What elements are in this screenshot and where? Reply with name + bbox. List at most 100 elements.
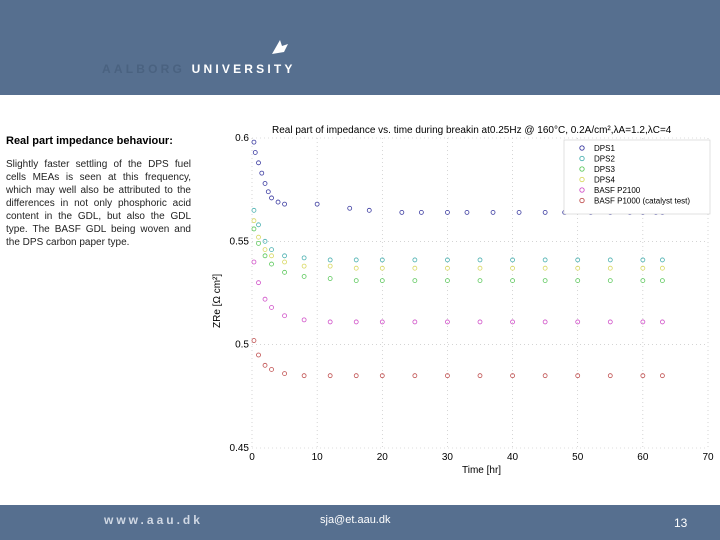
- data-point-5: [282, 371, 287, 377]
- data-point-0: [252, 150, 258, 155]
- data-point-4: [542, 319, 548, 325]
- data-point-3: [282, 259, 287, 265]
- data-point-3: [640, 265, 646, 271]
- data-point-4: [353, 319, 359, 325]
- data-point-0: [347, 205, 353, 211]
- x-tick-label: 30: [442, 452, 454, 463]
- data-point-3: [542, 265, 548, 271]
- data-point-2: [607, 278, 613, 284]
- data-point-2: [575, 278, 581, 284]
- data-point-5: [251, 338, 257, 343]
- data-point-5: [301, 373, 307, 379]
- data-point-3: [477, 265, 483, 271]
- data-point-2: [477, 278, 483, 284]
- data-point-4: [251, 259, 257, 265]
- data-point-1: [510, 257, 515, 263]
- sidebar-body-text: Slightly faster settling of the DPS fuel…: [6, 159, 191, 248]
- data-point-4: [510, 319, 515, 325]
- data-point-2: [379, 278, 385, 284]
- data-point-0: [262, 181, 268, 186]
- data-point-2: [282, 269, 287, 275]
- data-point-2: [301, 274, 307, 279]
- sidebar-panel: [0, 97, 200, 293]
- x-axis-label: Time [hr]: [462, 465, 501, 476]
- legend-box: [563, 139, 711, 215]
- data-point-5: [477, 373, 483, 379]
- data-point-0: [490, 210, 496, 215]
- data-point-5: [575, 373, 581, 379]
- data-point-3: [379, 265, 385, 271]
- impedance-chart: Real part of impedance vs. time during b…: [212, 125, 714, 476]
- data-point-4: [607, 319, 613, 325]
- data-point-3: [445, 265, 450, 271]
- data-point-3: [607, 265, 613, 271]
- data-point-4: [640, 319, 646, 325]
- data-point-4: [575, 319, 581, 325]
- data-point-5: [640, 373, 646, 379]
- data-point-1: [301, 255, 307, 261]
- data-point-2: [353, 278, 359, 284]
- data-point-3: [301, 263, 307, 269]
- data-point-1: [327, 257, 333, 263]
- legend-entry: DPS2: [594, 155, 615, 164]
- data-point-4: [256, 280, 261, 286]
- data-point-3: [256, 234, 261, 240]
- data-point-0: [269, 195, 274, 201]
- data-point-5: [269, 367, 274, 372]
- data-point-0: [418, 210, 424, 215]
- data-point-0: [542, 210, 548, 215]
- data-point-1: [477, 257, 483, 263]
- data-point-2: [510, 278, 515, 284]
- data-point-0: [314, 201, 320, 207]
- legend-marker: [579, 197, 585, 204]
- university-logo-icon: [272, 40, 288, 54]
- data-point-4: [445, 319, 450, 325]
- data-point-1: [659, 257, 665, 263]
- y-axis-ticks: 0.45 0.5 0.55 0.6: [230, 133, 250, 454]
- legend-entry: DPS3: [594, 165, 615, 174]
- legend-entry: DPS1: [594, 144, 615, 153]
- data-point-3: [412, 265, 418, 271]
- data-point-3: [510, 265, 515, 271]
- legend-marker: [579, 176, 585, 183]
- data-point-3: [327, 263, 333, 269]
- data-point-2: [256, 240, 261, 246]
- y-tick-label: 0.6: [235, 133, 249, 144]
- data-point-0: [516, 210, 522, 215]
- x-tick-label: 60: [637, 452, 649, 463]
- data-point-2: [445, 278, 450, 284]
- data-point-0: [445, 210, 450, 215]
- y-tick-label: 0.45: [230, 443, 250, 454]
- data-point-0: [366, 207, 372, 213]
- data-point-5: [510, 373, 515, 379]
- data-point-2: [262, 253, 268, 259]
- data-point-1: [379, 257, 385, 263]
- data-point-4: [477, 319, 483, 325]
- data-point-1: [256, 222, 261, 228]
- sidebar-title: Real part impedance behaviour:: [6, 135, 173, 147]
- data-point-2: [640, 278, 646, 284]
- data-point-0: [399, 210, 405, 215]
- data-point-2: [269, 261, 274, 267]
- data-point-5: [412, 373, 418, 379]
- data-point-4: [412, 319, 418, 325]
- footer-url: www.aau.dk: [104, 513, 203, 527]
- data-point-1: [640, 257, 646, 263]
- y-tick-label: 0.55: [230, 236, 250, 247]
- x-tick-label: 40: [507, 452, 519, 463]
- grid-lines: [251, 137, 709, 449]
- footer-email: sja@et.aau.dk: [320, 514, 391, 526]
- data-point-1: [353, 257, 359, 263]
- legend-marker: [579, 155, 585, 162]
- legend-marker: [579, 145, 585, 151]
- x-axis-ticks: 0 10 20 30 40 50 60 70: [249, 452, 714, 463]
- y-tick-label: 0.5: [235, 340, 249, 351]
- data-point-2: [542, 278, 548, 284]
- data-point-1: [269, 247, 274, 253]
- data-point-1: [262, 238, 268, 244]
- data-point-5: [327, 373, 333, 379]
- data-point-5: [379, 373, 385, 379]
- data-point-1: [412, 257, 418, 263]
- data-point-3: [353, 265, 359, 271]
- legend-entry: DPS4: [594, 176, 615, 185]
